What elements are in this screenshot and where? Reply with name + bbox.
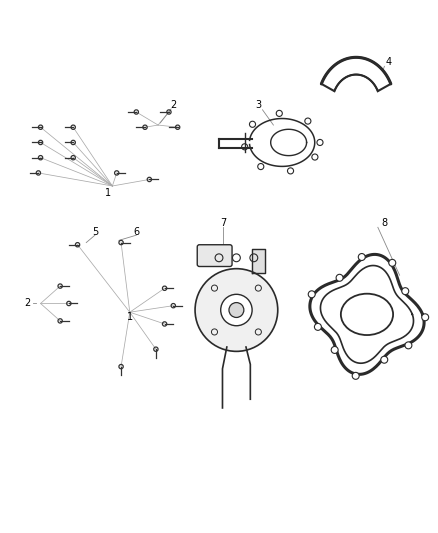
Text: 4: 4 (386, 57, 392, 67)
Circle shape (331, 346, 338, 353)
Circle shape (422, 314, 429, 321)
Circle shape (195, 269, 278, 351)
Polygon shape (310, 254, 424, 374)
Polygon shape (321, 58, 391, 91)
Text: 8: 8 (381, 218, 388, 228)
Text: 2: 2 (170, 100, 177, 110)
Circle shape (229, 303, 244, 318)
Circle shape (314, 324, 321, 330)
Ellipse shape (341, 294, 393, 335)
Text: 1: 1 (127, 312, 133, 321)
Circle shape (358, 254, 365, 261)
Text: 6: 6 (133, 227, 139, 237)
Circle shape (389, 260, 396, 266)
Circle shape (336, 274, 343, 281)
Circle shape (352, 373, 359, 379)
Circle shape (402, 288, 409, 295)
Text: 1: 1 (105, 188, 111, 198)
Text: 3: 3 (255, 100, 261, 110)
Circle shape (405, 342, 412, 349)
Text: 5: 5 (92, 227, 98, 237)
Circle shape (381, 356, 388, 363)
Text: 7: 7 (220, 218, 226, 228)
Circle shape (221, 294, 252, 326)
Text: 2: 2 (25, 298, 31, 309)
Polygon shape (252, 249, 265, 273)
FancyBboxPatch shape (197, 245, 232, 266)
Circle shape (308, 291, 315, 298)
